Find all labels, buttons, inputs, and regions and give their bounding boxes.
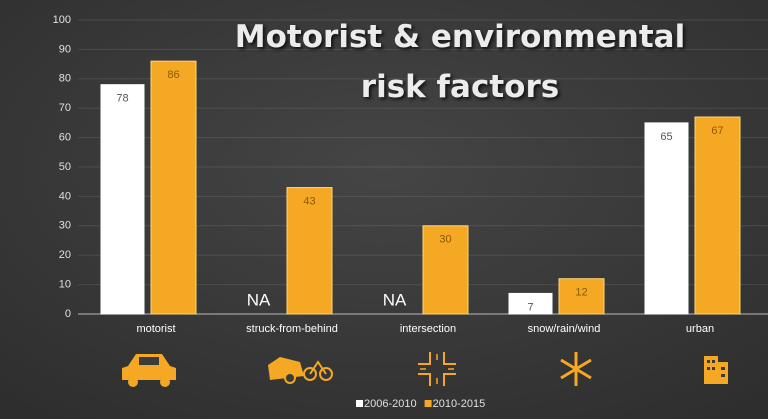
data-label: 65 xyxy=(660,131,672,143)
y-tick-label: 100 xyxy=(53,14,71,26)
data-label: 7 xyxy=(527,301,533,313)
y-tick-label: 80 xyxy=(59,73,71,85)
snowflake-icon xyxy=(560,352,592,386)
y-tick-label: 60 xyxy=(59,132,71,144)
intersection-icon xyxy=(418,352,456,386)
legend-swatch xyxy=(356,400,363,407)
data-label: 12 xyxy=(575,287,587,299)
x-tick-label: snow/rain/wind xyxy=(528,323,601,335)
data-label: NA xyxy=(383,290,407,309)
data-label: 43 xyxy=(303,195,315,207)
x-tick-label: struck-from-behind xyxy=(246,323,338,335)
bar xyxy=(422,225,469,315)
bar xyxy=(286,187,333,315)
y-tick-label: 20 xyxy=(59,249,71,261)
legend-label: 2006-2010 xyxy=(364,398,417,410)
y-tick-label: 30 xyxy=(59,220,71,232)
bar xyxy=(558,278,605,315)
bar xyxy=(150,60,197,315)
bar xyxy=(694,116,741,315)
data-label: NA xyxy=(247,290,271,309)
data-label: 78 xyxy=(116,93,128,105)
data-label: 67 xyxy=(711,125,723,137)
x-tick-label: motorist xyxy=(136,323,175,335)
bar xyxy=(100,84,145,315)
data-label: 86 xyxy=(167,69,179,81)
y-tick-label: 70 xyxy=(59,102,71,114)
car-icon xyxy=(122,354,176,387)
legend-label: 2010-2015 xyxy=(433,398,486,410)
y-tick-label: 0 xyxy=(65,308,71,320)
y-tick-label: 10 xyxy=(59,279,71,291)
bar xyxy=(644,122,689,315)
icons xyxy=(122,352,728,387)
x-tick-label: intersection xyxy=(400,323,456,335)
y-tick-label: 90 xyxy=(59,43,71,55)
chart-title: Motorist & environmental risk factors xyxy=(234,19,686,105)
y-tick-label: 50 xyxy=(59,161,71,173)
building-icon xyxy=(704,356,728,384)
crash-icon xyxy=(268,357,333,384)
x-tick-label: urban xyxy=(686,323,714,335)
legend-swatch xyxy=(424,400,432,407)
y-tick-label: 40 xyxy=(59,190,71,202)
data-label: 30 xyxy=(439,234,451,246)
bar xyxy=(508,292,553,315)
